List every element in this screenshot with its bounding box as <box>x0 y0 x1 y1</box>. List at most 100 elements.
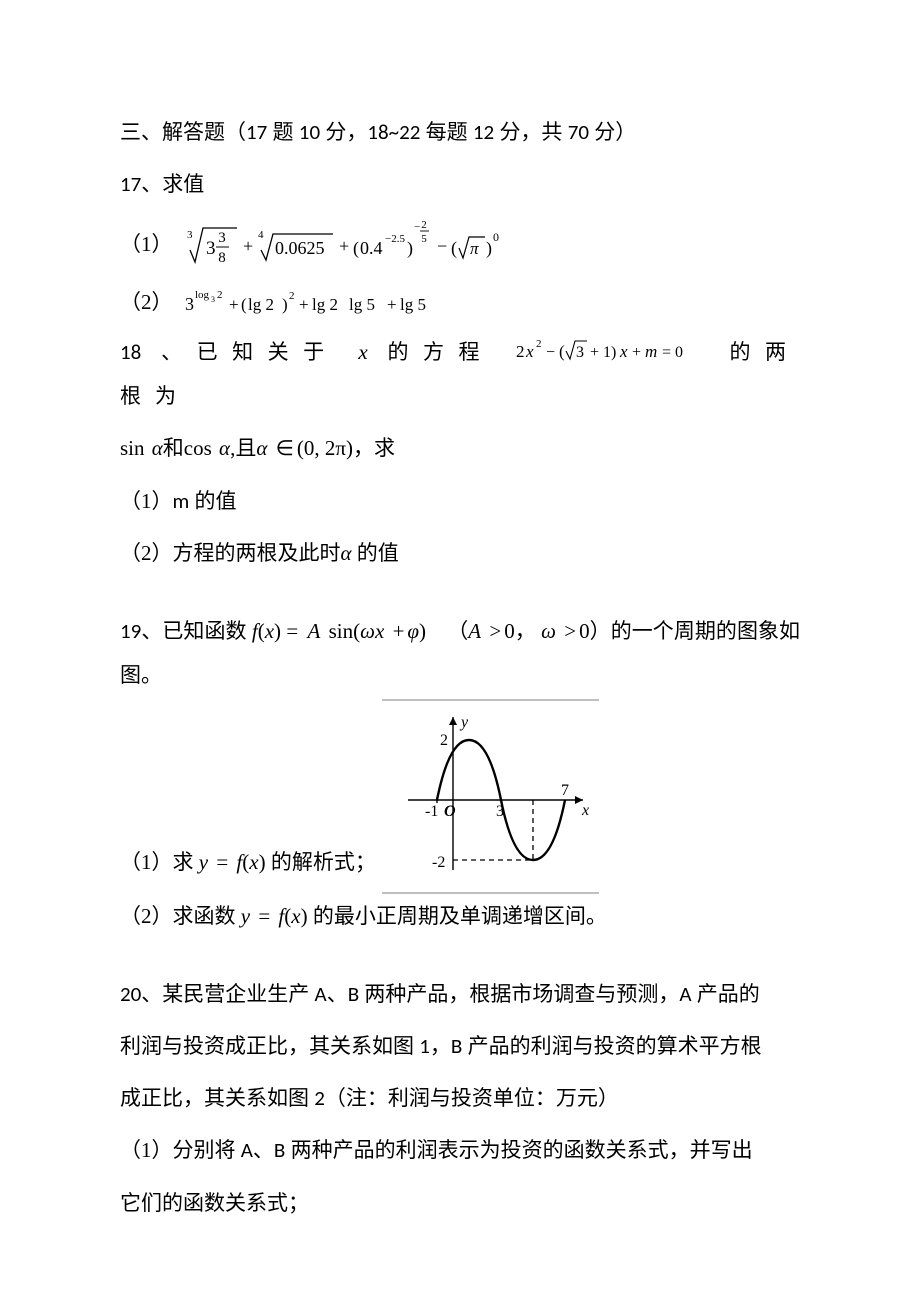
q20-line2-pre: 利润与投资成正比，其关系如图 <box>120 1034 419 1058</box>
q19-A: A <box>307 619 320 643</box>
svg-text:(: ( <box>241 295 247 314</box>
e-x: x <box>619 342 628 361</box>
q19-part1-post: 的解析式； <box>266 850 376 874</box>
q18-part2: （2）方程的两根及此时α 的值 <box>120 531 800 575</box>
graph-ytick-neg2: -2 <box>432 854 445 871</box>
q20-part1-B: B <box>274 1137 285 1163</box>
q19-cond-A: A <box>468 619 481 643</box>
q18-alpha2: α <box>219 436 230 460</box>
q17-title: 17、求值 <box>120 162 800 206</box>
section-title-num4: 12 <box>473 119 494 145</box>
q19-x2: x <box>375 619 384 643</box>
graph-xtick-3: 3 <box>496 803 504 820</box>
q17-title-text: 、求值 <box>141 172 204 196</box>
q19-rp2: ) <box>419 619 426 643</box>
e-minus: − <box>546 344 555 361</box>
q20-B: B <box>348 981 359 1007</box>
q19-graph-container: y x 2 -2 -1 O 3 7 <box>382 699 599 894</box>
q19-cond-comma: ， <box>515 619 536 643</box>
q18-part2-label: （2）方程的两根及此时 <box>120 541 341 565</box>
q19-lp: ( <box>258 619 265 643</box>
exam-page: 三、解答题（17 题 10 分，18~22 每题 12 分，共 70 分） 17… <box>0 0 920 1302</box>
e-two: 2 <box>516 342 525 361</box>
q20-B2: B <box>451 1033 462 1059</box>
e-plus1: + 1) <box>590 344 616 361</box>
section-title-num3: 18~22 <box>367 119 420 145</box>
q19-part1-pre: （1）求 <box>120 850 199 874</box>
svg-text:log: log <box>195 289 210 301</box>
q19-part2-y: y <box>241 904 250 928</box>
q19-part1-eq: = <box>216 850 228 874</box>
q20-A: A <box>315 981 327 1007</box>
q18-part1-label: （1） <box>120 489 173 513</box>
q18-cos: cos <box>184 436 212 460</box>
q20-line1-pre: 、某民营企业生产 <box>141 982 314 1006</box>
f2-plus1: + <box>229 295 239 314</box>
q18-qie: 且 <box>235 436 256 460</box>
q20-part1-pre: （1）分别将 <box>120 1138 241 1162</box>
q20-line3-pre: 成正比，其关系如图 <box>120 1086 314 1110</box>
f2-log-arg: 2 <box>217 289 223 301</box>
q17-part2: （2） 3 log 3 2 + ( lg 2 ) 2 + lg 2 lg 5 +… <box>120 280 800 324</box>
q18-part2-alpha: α <box>341 541 352 565</box>
q17-formula2: 3 log 3 2 + ( lg 2 ) 2 + lg 2 lg 5 + lg … <box>181 282 481 322</box>
f1-exp3-den: 5 <box>421 233 427 245</box>
q19-omega: ω <box>360 619 375 643</box>
q18-number: 18 <box>120 339 141 365</box>
q19-cond-open: （ <box>447 619 468 643</box>
graph-xtick-neg1: -1 <box>425 803 438 820</box>
q17-formula1: 3 3 3 8 + 4 0.0625 + ( 0.4 −2.5 ) <box>181 214 511 274</box>
q20-number: 20 <box>120 981 141 1007</box>
f1-base3: 0.4 <box>360 238 383 258</box>
graph-x-label: x <box>581 802 589 819</box>
f2-plus2: + <box>299 295 309 314</box>
q18-part1-rest: 的值 <box>189 489 236 513</box>
f1-plus1: + <box>243 236 253 256</box>
q17-part2-label: （2） <box>120 280 173 324</box>
q20-line1-mid: 两种产品，根据市场调查与预测， <box>359 982 679 1006</box>
q19-graph-row: （1）求 y = f(x) 的解析式； <box>120 699 800 894</box>
q19-cond-z2: 0 <box>579 619 590 643</box>
q19-x: x <box>265 619 274 643</box>
f2-lg5a: lg 5 <box>349 295 375 314</box>
q18-line1: 18 、已知关于 x 的方程 2 x 2 − ( 3 + 1) x + m = … <box>120 330 800 418</box>
q18-eqn-wrap: 2 x 2 − ( 3 + 1) x + m = 0 <box>514 340 730 364</box>
q20-sep1: 、 <box>327 982 348 1006</box>
q19-cond-omega: ω <box>541 619 556 643</box>
q18-part1-m: m <box>173 488 190 514</box>
q17-part1: （1） 3 3 3 8 + 4 0.0625 + ( <box>120 214 800 274</box>
q18-line2: sin α和cos α,且α ∈(0, 2π)，求 <box>120 426 800 470</box>
f1-root2-radicand: 0.0625 <box>275 238 325 258</box>
q19-phi: φ <box>407 619 419 643</box>
svg-text:(: ( <box>451 238 457 259</box>
section-title-end: 分） <box>589 120 636 144</box>
f1-exp3-inner: −2.5 <box>385 233 405 245</box>
q20-fig1: 1 <box>419 1033 430 1059</box>
q18-title-mid: 的方程 <box>387 340 494 364</box>
section-title-mid3: 每题 <box>420 120 473 144</box>
q20-line1: 20、某民营企业生产 A、B 两种产品，根据市场调查与预测，A 产品的 <box>120 972 800 1016</box>
q18-sin: sin <box>120 436 145 460</box>
q19-cond-gt2: > <box>564 619 576 643</box>
q18-part2-tail: 的值 <box>352 541 399 565</box>
f1-root1-whole: 3 <box>206 238 216 259</box>
q20-line3-post: （注：利润与投资单位：万元） <box>325 1086 619 1110</box>
q20-part1-sep: 、 <box>253 1138 274 1162</box>
q20-line2-post: 产品的利润与投资的算术平方根 <box>462 1034 761 1058</box>
f1-minus: − <box>437 236 447 256</box>
q20-part1-mid: 两种产品的利润表示为投资的函数关系式，并写出 <box>285 1138 752 1162</box>
q19-part1-x: x <box>249 850 258 874</box>
f2-sq: 2 <box>289 290 295 302</box>
section-title-num2: 10 <box>299 119 320 145</box>
e-x2: x <box>525 342 534 361</box>
q18-line2-tail: ，求 <box>353 436 395 460</box>
q17-part1-label: （1） <box>120 222 173 266</box>
f2-log-base: 3 <box>211 295 215 304</box>
section-title-mid1: 题 <box>267 120 299 144</box>
f1-exp3-num: 2 <box>421 219 427 231</box>
f1-exp0: 0 <box>493 230 499 244</box>
svg-text:): ) <box>282 295 288 314</box>
q19-part2-eq: = <box>258 904 270 928</box>
q19-title-pre: 、已知函数 <box>141 619 252 643</box>
e-eq0: = 0 <box>662 344 683 361</box>
